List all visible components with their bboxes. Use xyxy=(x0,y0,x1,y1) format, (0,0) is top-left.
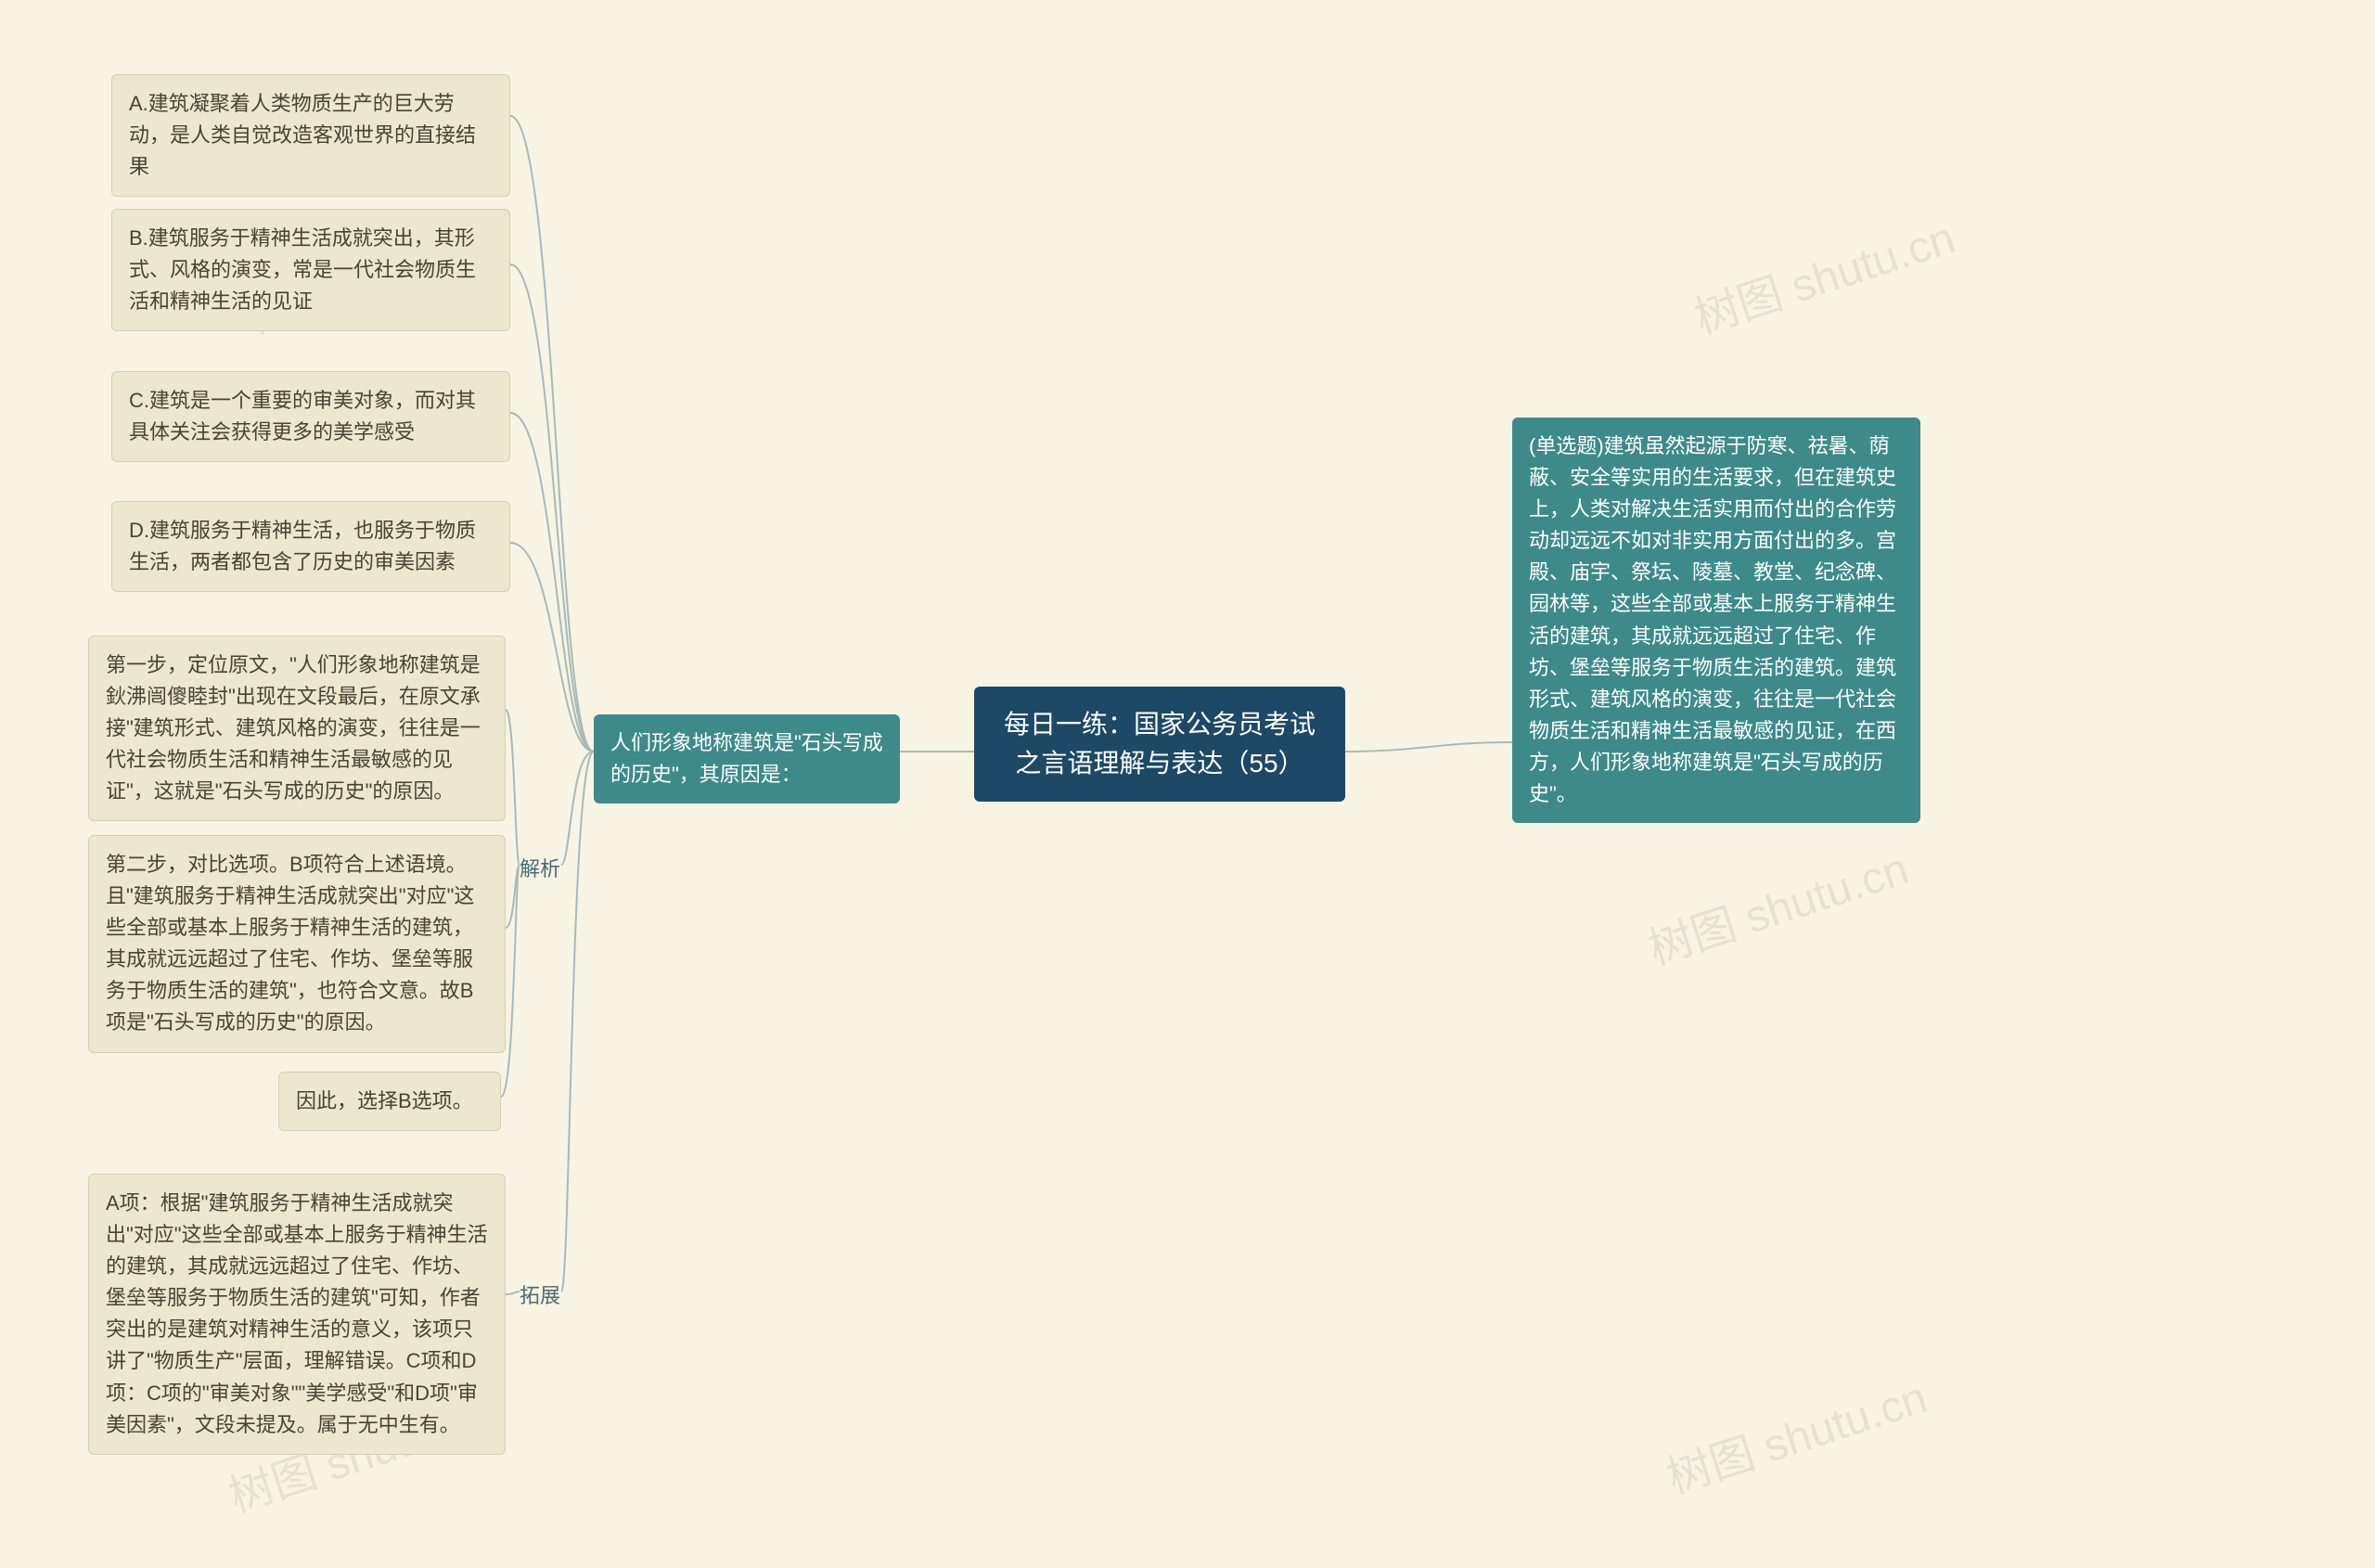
option-c: C.建筑是一个重要的审美对象，而对其具体关注会获得更多的美学感受 xyxy=(111,371,510,462)
option-d: D.建筑服务于精神生活，也服务于物质生活，两者都包含了历史的审美因素 xyxy=(111,501,510,592)
option-a: A.建筑凝聚着人类物质生产的巨大劳动，是人类自觉改造客观世界的直接结果 xyxy=(111,74,510,197)
root-node: 每日一练：国家公务员考试之言语理解与表达（55） xyxy=(974,687,1345,802)
extension-box: A项：根据"建筑服务于精神生活成就突出"对应"这些全部或基本上服务于精神生活的建… xyxy=(88,1174,506,1455)
question-stem-node: 人们形象地称建筑是"石头写成的历史"，其原因是： xyxy=(594,714,900,803)
extension-label: 拓展 xyxy=(520,1280,560,1312)
analysis-step-2: 第二步，对比选项。B项符合上述语境。且"建筑服务于精神生活成就突出"对应"这些全… xyxy=(88,835,506,1053)
passage-node: (单选题)建筑虽然起源于防寒、祛暑、荫蔽、安全等实用的生活要求，但在建筑史上，人… xyxy=(1512,418,1920,823)
analysis-step-1: 第一步，定位原文，"人们形象地称建筑是鈥沸闿傻睦封"出现在文段最后，在原文承接"… xyxy=(88,636,506,821)
option-b: B.建筑服务于精神生活成就突出，其形式、风格的演变，常是一代社会物质生活和精神生… xyxy=(111,209,510,331)
analysis-label: 解析 xyxy=(520,854,560,885)
analysis-step-3: 因此，选择B选项。 xyxy=(278,1072,501,1131)
